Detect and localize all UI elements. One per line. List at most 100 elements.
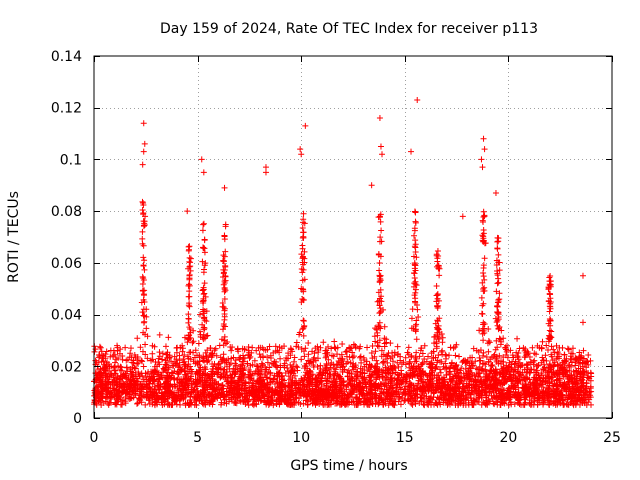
- data-point: [581, 368, 588, 375]
- data-point: [179, 342, 186, 349]
- data-point: [166, 383, 173, 390]
- data-point: [223, 388, 230, 395]
- data-point: [492, 366, 499, 373]
- data-point: [364, 401, 371, 408]
- data-point: [567, 393, 574, 400]
- data-point: [138, 357, 145, 364]
- data-point: [201, 280, 208, 287]
- data-point: [159, 350, 166, 357]
- data-point: [542, 378, 549, 385]
- data-point: [215, 380, 222, 387]
- data-point: [425, 399, 432, 406]
- data-point: [181, 361, 188, 368]
- data-point: [538, 372, 545, 379]
- data-point: [155, 355, 162, 362]
- data-point: [253, 347, 260, 354]
- data-point: [390, 392, 397, 399]
- data-point: [347, 380, 354, 387]
- data-point: [366, 383, 373, 390]
- data-point: [524, 388, 531, 395]
- data-point: [315, 346, 322, 353]
- data-point: [567, 353, 574, 360]
- data-point: [193, 380, 200, 387]
- data-point: [477, 347, 484, 354]
- data-point: [548, 351, 555, 358]
- data-point: [299, 377, 306, 384]
- data-point: [174, 344, 181, 351]
- data-point: [384, 370, 391, 377]
- data-point: [158, 372, 165, 379]
- data-point: [115, 363, 122, 370]
- data-point: [442, 360, 449, 367]
- data-point: [102, 351, 109, 358]
- data-point: [448, 400, 455, 407]
- data-point: [434, 303, 441, 310]
- data-point: [284, 355, 291, 362]
- data-point: [286, 402, 293, 409]
- data-point: [163, 367, 170, 374]
- data-point: [494, 245, 501, 252]
- notable-point: [298, 151, 305, 158]
- data-point: [555, 362, 562, 369]
- data-point: [279, 382, 286, 389]
- data-point: [142, 341, 149, 348]
- data-point: [573, 375, 580, 382]
- data-point: [192, 376, 199, 383]
- data-point: [183, 386, 190, 393]
- data-point: [363, 358, 370, 365]
- data-point: [208, 371, 215, 378]
- data-point: [407, 372, 414, 379]
- data-point: [176, 361, 183, 368]
- data-point: [95, 383, 102, 390]
- data-point: [186, 303, 193, 310]
- data-point: [574, 355, 581, 362]
- data-point: [128, 382, 135, 389]
- data-point: [504, 342, 511, 349]
- data-point: [132, 365, 139, 372]
- data-point: [338, 396, 345, 403]
- data-point: [294, 367, 301, 374]
- data-point: [93, 401, 100, 408]
- data-point: [531, 392, 538, 399]
- data-point: [546, 363, 553, 370]
- data-point: [495, 251, 502, 258]
- data-point: [469, 354, 476, 361]
- data-point: [103, 348, 110, 355]
- data-point: [135, 378, 142, 385]
- data-point: [184, 399, 191, 406]
- data-point: [436, 399, 443, 406]
- data-point: [545, 346, 552, 353]
- data-point: [264, 359, 271, 366]
- data-point: [539, 338, 546, 345]
- data-point: [446, 352, 453, 359]
- data-point: [327, 371, 334, 378]
- data-point: [559, 397, 566, 404]
- data-point: [196, 362, 203, 369]
- data-point: [569, 381, 576, 388]
- data-point: [96, 343, 103, 350]
- data-point: [395, 377, 402, 384]
- data-point: [516, 345, 523, 352]
- data-point: [572, 402, 579, 409]
- data-point: [173, 401, 180, 408]
- data-point: [545, 365, 552, 372]
- data-point: [501, 400, 508, 407]
- data-point: [521, 391, 528, 398]
- data-point: [167, 375, 174, 382]
- data-point: [199, 227, 206, 234]
- data-point: [218, 373, 225, 380]
- data-point: [95, 388, 102, 395]
- data-point: [306, 373, 313, 380]
- data-point: [239, 358, 246, 365]
- data-point: [418, 375, 425, 382]
- data-point: [216, 390, 223, 397]
- data-point: [346, 370, 353, 377]
- data-point: [555, 369, 562, 376]
- data-point: [264, 399, 271, 406]
- data-point: [245, 371, 252, 378]
- data-point: [483, 354, 490, 361]
- data-point: [522, 399, 529, 406]
- data-point: [139, 287, 146, 294]
- data-point: [543, 384, 550, 391]
